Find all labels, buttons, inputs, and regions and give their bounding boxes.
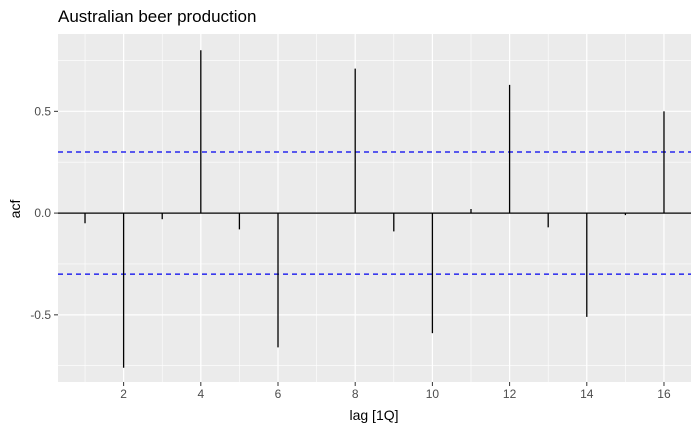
x-tick-label: 10 xyxy=(426,387,440,401)
x-tick-label: 14 xyxy=(580,387,594,401)
y-tick-label: 0.5 xyxy=(34,104,51,118)
x-tick-label: 4 xyxy=(197,387,204,401)
x-tick-label: 8 xyxy=(352,387,359,401)
acf-bars xyxy=(84,50,665,368)
x-axis-ticks: 2 4 6 8 10 12 14 16 xyxy=(120,382,671,401)
x-tick-label: 2 xyxy=(120,387,127,401)
chart-title: Australian beer production xyxy=(58,7,256,26)
x-tick-label: 16 xyxy=(657,387,671,401)
minor-gridlines xyxy=(58,34,691,382)
y-tick-label: -0.5 xyxy=(30,308,51,322)
plot-panel xyxy=(58,34,691,382)
x-axis-title: lag [1Q] xyxy=(349,407,398,423)
y-axis-title: acf xyxy=(7,200,23,219)
x-tick-label: 6 xyxy=(275,387,282,401)
x-tick-label: 12 xyxy=(503,387,517,401)
y-tick-label: 0.0 xyxy=(34,206,51,220)
y-axis-ticks: -0.5 0.0 0.5 xyxy=(30,104,58,322)
confidence-bounds xyxy=(58,151,691,275)
